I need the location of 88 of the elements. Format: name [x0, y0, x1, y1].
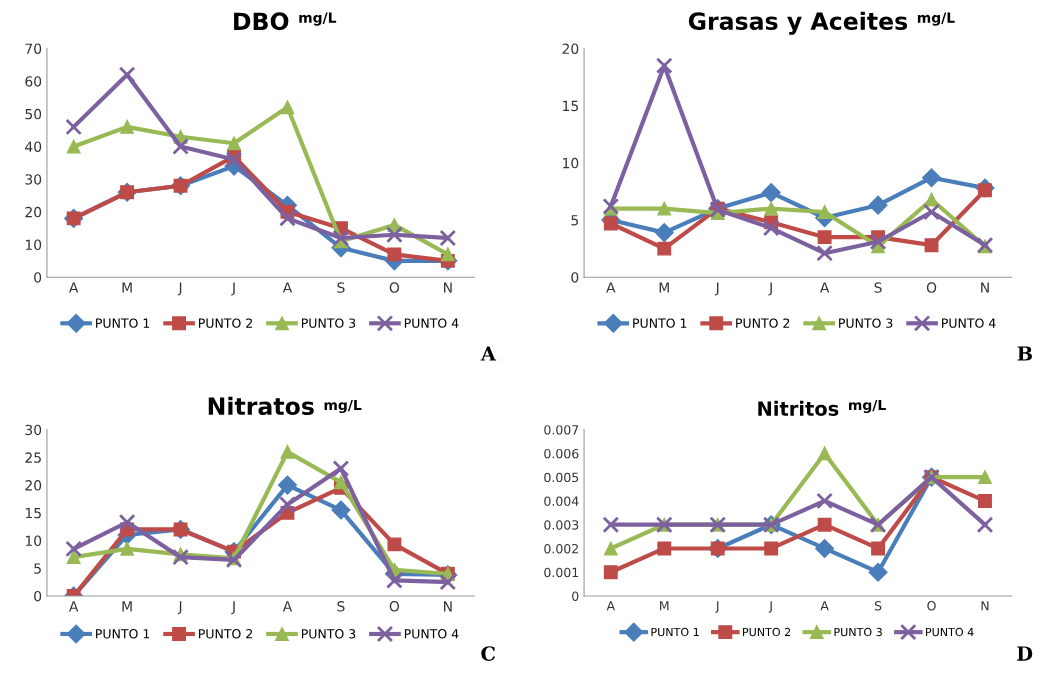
- chart-subtitle: mg/L: [917, 12, 955, 26]
- y-tick-label: 0.001: [544, 567, 579, 578]
- legend-label: PUNTO 4: [404, 629, 459, 639]
- x-tick-label: S: [874, 601, 882, 611]
- chart-title: DBO: [234, 12, 289, 31]
- y-tick-label: 0: [572, 591, 579, 601]
- y-tick-label: 10: [563, 157, 579, 169]
- y-tick-label: 70: [25, 43, 42, 54]
- legend-label: PUNTO 2: [199, 629, 252, 639]
- y-tick-label: 0: [34, 272, 42, 283]
- x-tick-label: A: [282, 601, 293, 612]
- y-tick-label: 60: [25, 76, 42, 87]
- x-tick-label: A: [282, 282, 293, 293]
- chart-title: Nitritos: [758, 400, 839, 416]
- y-tick-label: 20: [25, 206, 42, 218]
- x-tick-label: O: [389, 282, 400, 293]
- x-tick-label: J: [768, 601, 772, 613]
- y-tick-label: 30: [25, 174, 42, 185]
- x-tick-label: A: [820, 601, 829, 611]
- x-tick-label: N: [981, 282, 989, 293]
- x-tick-label: J: [715, 601, 719, 613]
- y-tick-label: 15: [563, 100, 579, 112]
- legend-label: PUNTO 1: [96, 629, 150, 639]
- legend-label: PUNTO 1: [651, 627, 699, 637]
- legend-label: PUNTO 3: [834, 627, 882, 637]
- y-tick-label: 20: [562, 43, 579, 54]
- x-tick-label: O: [389, 601, 400, 612]
- x-tick-label: M: [122, 601, 132, 612]
- y-tick-label: 10: [25, 535, 42, 547]
- chart-subtitle: mg/L: [849, 399, 886, 414]
- chart-title: Nitratos: [208, 396, 314, 416]
- x-tick-label: S: [874, 282, 882, 293]
- x-tick-label: S: [337, 282, 345, 293]
- chart-subtitle: mg/L: [324, 399, 362, 414]
- legend-label: PUNTO 3: [839, 318, 893, 328]
- text: B: [1017, 346, 1033, 361]
- x-tick-label: J: [714, 282, 719, 296]
- x-tick-label: J: [177, 282, 182, 296]
- legend-label: PUNTO 2: [743, 627, 791, 637]
- y-tick-label: 0: [34, 590, 42, 602]
- y-tick-label: 15: [25, 507, 41, 519]
- chart-title: Grasas y Aceites: [688, 11, 908, 35]
- x-tick-label: A: [819, 282, 830, 293]
- y-tick-label: 30: [25, 424, 42, 436]
- legend-label: PUNTO 4: [926, 627, 974, 637]
- y-tick-label: 40: [25, 141, 42, 152]
- x-tick-label: J: [231, 282, 235, 296]
- x-tick-label: A: [69, 601, 79, 612]
- x-tick-label: M: [660, 601, 669, 611]
- x-tick-label: N: [444, 282, 452, 293]
- y-tick-label: 0.005: [544, 472, 579, 483]
- y-tick-label: 5: [571, 215, 579, 226]
- y-tick-label: 0.006: [544, 448, 579, 459]
- x-tick-label: N: [444, 601, 452, 612]
- y-tick-label: 0.007: [544, 425, 579, 435]
- x-tick-label: J: [177, 601, 182, 615]
- x-tick-label: O: [927, 601, 936, 611]
- y-tick-label: 0.002: [544, 543, 578, 554]
- x-tick-label: J: [231, 601, 235, 615]
- legend-label: PUNTO 1: [633, 318, 687, 328]
- legend-label: PUNTO 2: [736, 318, 790, 328]
- legend-label: PUNTO 4: [404, 318, 459, 328]
- legend-label: PUNTO 4: [942, 318, 996, 328]
- text: A: [480, 346, 497, 361]
- x-tick-label: M: [122, 282, 132, 293]
- x-tick-label: S: [337, 601, 345, 612]
- legend-label: PUNTO 1: [96, 318, 150, 328]
- y-tick-label: 25: [25, 452, 41, 463]
- y-tick-label: 0: [571, 272, 579, 283]
- x-tick-label: A: [606, 282, 616, 293]
- y-tick-label: 0.004: [544, 496, 579, 506]
- legend-label: PUNTO 3: [301, 318, 356, 328]
- text: D: [1017, 646, 1033, 661]
- y-tick-label: 10: [25, 239, 42, 250]
- x-tick-label: A: [606, 601, 615, 611]
- y-tick-label: 0.003: [544, 520, 579, 530]
- y-tick-label: 5: [34, 563, 41, 574]
- x-tick-label: N: [981, 601, 989, 611]
- x-tick-label: M: [659, 282, 669, 293]
- legend-label: PUNTO 2: [199, 318, 252, 328]
- x-tick-label: A: [69, 282, 79, 293]
- legend-label: PUNTO 3: [301, 629, 356, 639]
- x-tick-label: O: [926, 282, 937, 293]
- chart-subtitle: mg/L: [299, 12, 337, 26]
- y-tick-label: 50: [25, 108, 42, 120]
- text: C: [481, 646, 495, 661]
- y-tick-label: 20: [25, 480, 42, 491]
- x-tick-label: J: [768, 282, 772, 296]
